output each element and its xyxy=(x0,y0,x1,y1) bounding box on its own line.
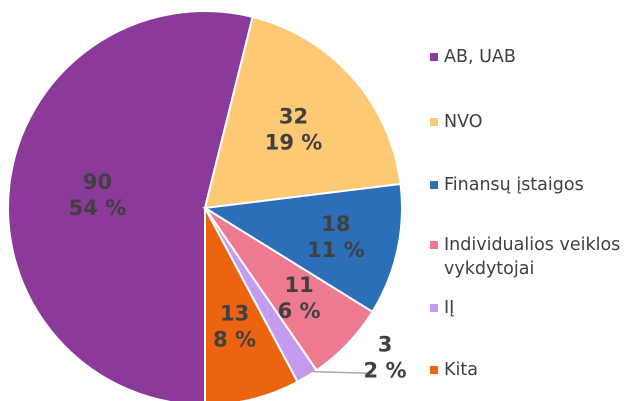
percent-label: 11 % xyxy=(307,238,365,262)
legend-label: Finansų įstaigos xyxy=(444,175,584,195)
leader-line xyxy=(304,370,374,375)
percent-label: 19 % xyxy=(265,131,323,155)
legend-label: IĮ xyxy=(444,298,455,318)
data-label: 18 xyxy=(321,212,350,236)
pie-slice xyxy=(202,182,403,314)
pie-slice xyxy=(203,15,402,210)
percent-label: 54 % xyxy=(69,196,127,220)
legend-item: Individualios veiklos vykdytojai xyxy=(430,233,635,281)
legend-swatch xyxy=(430,304,438,312)
legend-label: NVO xyxy=(444,112,483,132)
legend-swatch xyxy=(430,366,438,374)
legend-swatch xyxy=(430,118,438,126)
legend-swatch xyxy=(430,53,438,61)
legend-item: AB, UAB xyxy=(430,45,635,69)
legend-item: Finansų įstaigos xyxy=(430,173,635,197)
pie-slice xyxy=(204,207,299,401)
percent-label: 2 % xyxy=(364,358,407,382)
legend-label: Kita xyxy=(444,360,478,380)
data-label: 11 xyxy=(284,273,313,297)
legend-item: Kita xyxy=(430,358,635,382)
legend-label: Individualios veiklos vykdytojai xyxy=(444,235,621,279)
legend-swatch xyxy=(430,241,438,249)
legend-item: NVO xyxy=(430,110,635,134)
percent-label: 6 % xyxy=(278,299,321,323)
data-label: 13 xyxy=(220,302,249,326)
legend-label: AB, UAB xyxy=(444,47,516,67)
pie-slice xyxy=(7,10,254,401)
data-label: 32 xyxy=(279,105,308,129)
data-label: 90 xyxy=(83,170,112,194)
legend-item: IĮ xyxy=(430,296,635,320)
legend-swatch xyxy=(430,181,438,189)
data-label: 3 xyxy=(378,332,393,356)
percent-label: 8 % xyxy=(213,328,256,352)
